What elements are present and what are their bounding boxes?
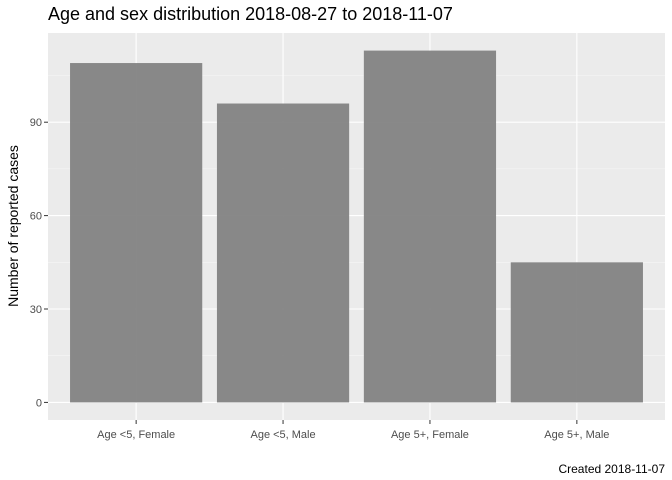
x-tick-label: Age <5, Male [250, 429, 315, 441]
x-tick-label: Age 5+, Male [544, 429, 609, 441]
bar [363, 50, 497, 403]
chart-caption: Created 2018-11-07 [558, 462, 665, 476]
y-tick-label: 90 [30, 117, 42, 129]
x-axis: Age <5, Female Age <5, Male Age 5+, Female… [97, 420, 609, 441]
x-tick-label: Age 5+, Female [391, 429, 469, 441]
chart-title: Age and sex distribution 2018-08-27 to 2… [48, 4, 453, 24]
x-tick-label: Age <5, Female [97, 429, 175, 441]
y-tick-label: 0 [36, 397, 42, 409]
y-axis-title: Number of reported cases [5, 145, 21, 307]
bar [510, 262, 643, 403]
bar [216, 103, 350, 403]
y-tick-label: 30 [30, 304, 42, 316]
bars [70, 50, 643, 403]
y-tick-label: 60 [30, 211, 42, 223]
bar [70, 63, 203, 403]
y-axis: 0 30 60 90 [30, 117, 48, 409]
